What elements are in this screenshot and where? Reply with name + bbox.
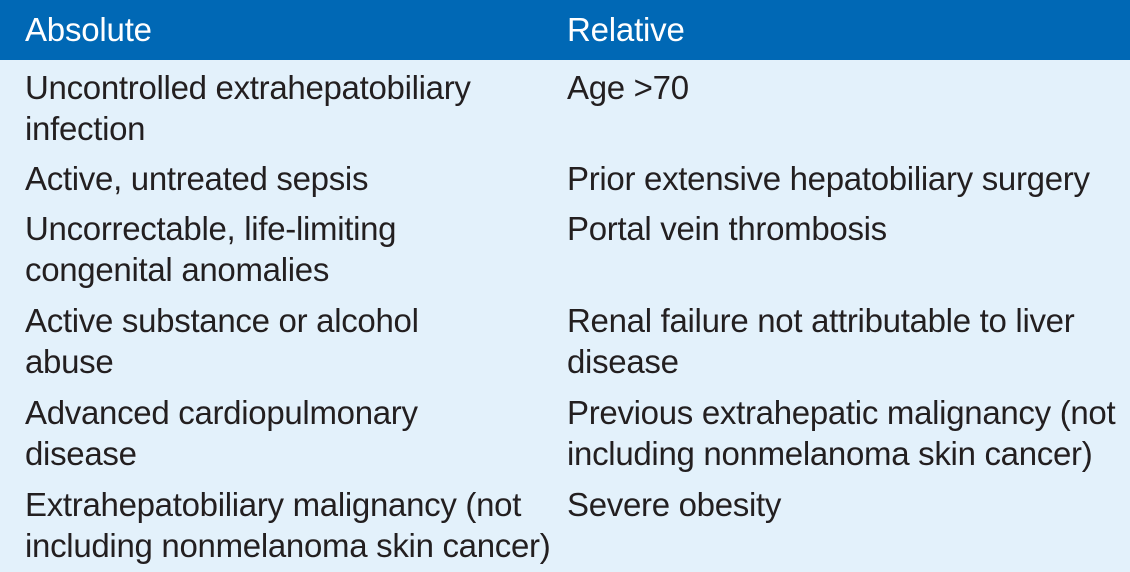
cell-absolute: Advanced cardiopulmonary disease [25,394,418,472]
cell-absolute: Uncontrolled extrahepatobiliary infectio… [25,69,471,147]
cell-relative: Age >70 [567,69,689,106]
cell-relative: Prior extensive hepatobiliary surgery [567,160,1090,197]
cell-relative: Portal vein thrombosis [567,210,887,247]
cell-absolute: Uncorrectable, life-limiting congenital … [25,210,397,288]
cell-relative: Previous extrahepatic malignancy (not in… [567,394,1116,472]
table-header: Absolute Relative [0,0,1130,60]
header-relative: Relative [567,11,685,48]
cell-absolute: Active, untreated sepsis [25,160,369,197]
cell-relative: Renal failure not attributable to liver … [567,302,1075,380]
cell-relative: Severe obesity [567,486,782,523]
header-absolute: Absolute [25,11,152,48]
cell-absolute: Extrahepatobiliary malignancy (not inclu… [25,486,551,564]
cell-absolute: Active substance or alcohol abuse [25,302,419,380]
